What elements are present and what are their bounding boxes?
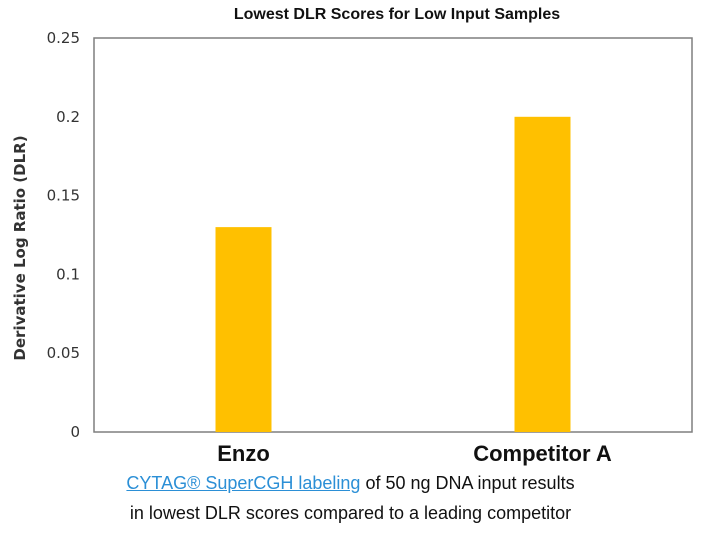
chart: Lowest DLR Scores for Low Input Samples … xyxy=(11,6,693,466)
y-tick-label: 0.05 xyxy=(47,344,80,362)
x-tick-label: Enzo xyxy=(217,441,270,466)
x-axis-ticks: Enzo Competitor A xyxy=(217,441,612,466)
caption: CYTAG® SuperCGH labeling of 50 ng DNA in… xyxy=(0,468,701,528)
y-tick-label: 0.1 xyxy=(56,265,80,283)
chart-title: Lowest DLR Scores for Low Input Samples xyxy=(234,6,560,23)
cytag-supercgh-labeling-link[interactable]: CYTAG® SuperCGH labeling xyxy=(126,473,361,493)
y-tick-label: 0.25 xyxy=(47,29,80,47)
caption-line-2: in lowest DLR scores compared to a leadi… xyxy=(129,503,572,523)
y-tick-label: 0 xyxy=(70,423,80,441)
caption-line-1-text: of 50 ng DNA input results xyxy=(360,473,575,493)
y-axis-label: Derivative Log Ratio (DLR) xyxy=(11,135,29,360)
caption-line-1: CYTAG® SuperCGH labeling of 50 ng DNA in… xyxy=(0,468,701,498)
bars xyxy=(215,116,571,433)
y-axis-label-group: Derivative Log Ratio (DLR) xyxy=(11,135,29,360)
bar-competitor-a xyxy=(514,116,571,433)
y-tick-label: 0.2 xyxy=(56,108,80,126)
plot-area-frame xyxy=(93,37,693,433)
y-axis-ticks: 0 0.05 0.1 0.15 0.2 0.25 xyxy=(47,29,80,441)
x-tick-label: Competitor A xyxy=(473,441,612,466)
bar-enzo xyxy=(215,227,272,432)
y-tick-label: 0.15 xyxy=(47,187,80,205)
